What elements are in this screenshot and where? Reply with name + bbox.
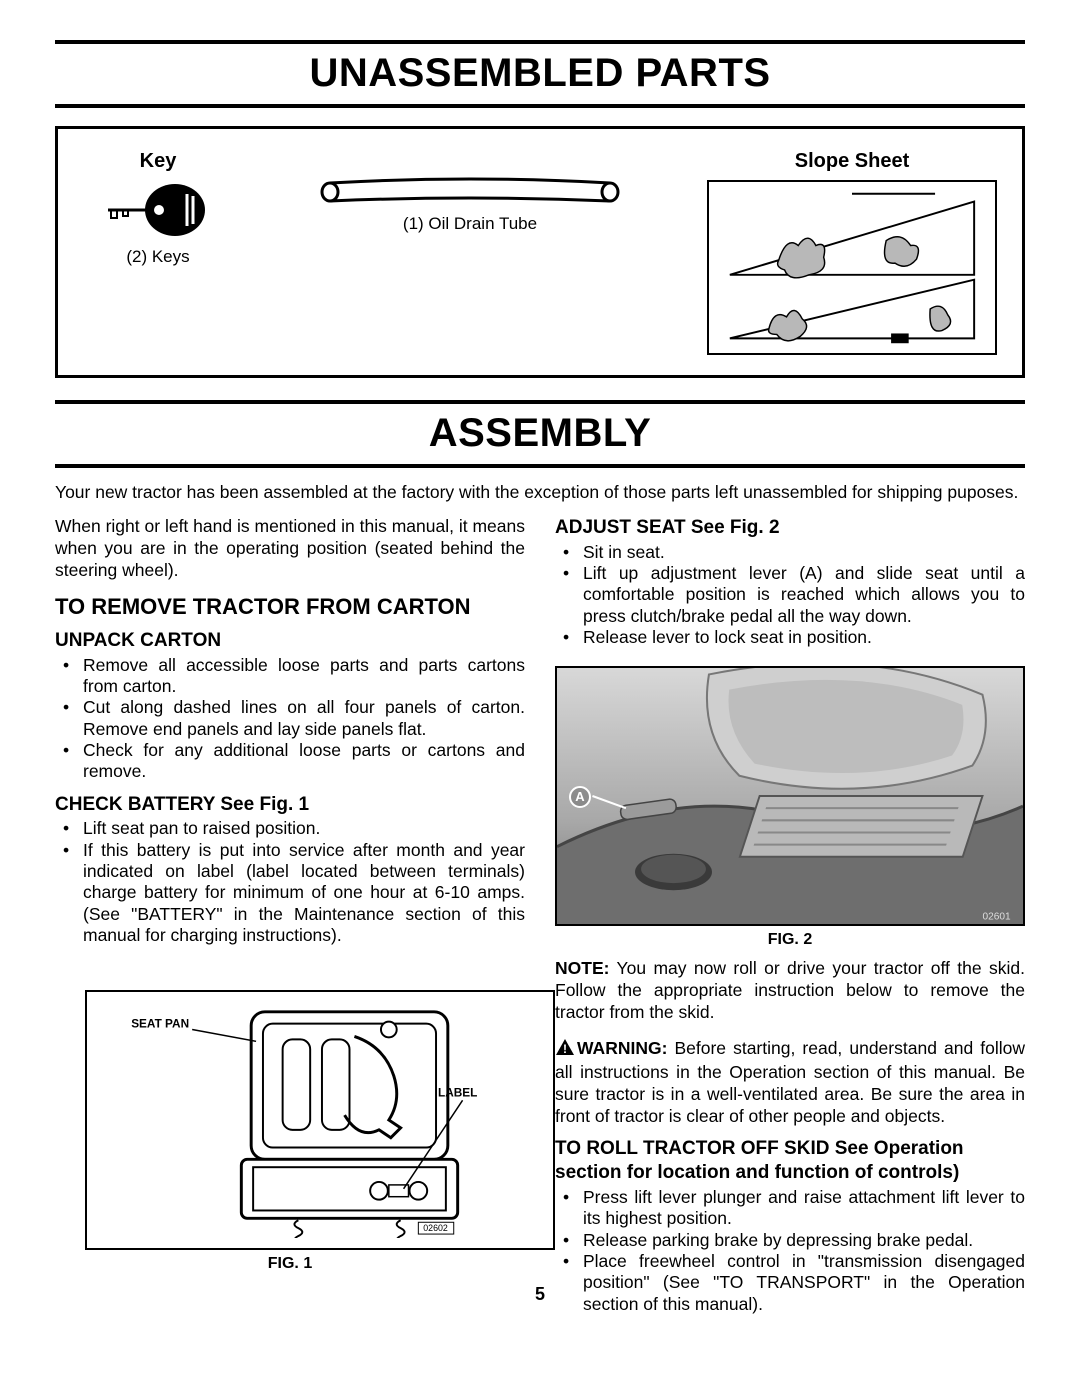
list-item: Release lever to lock seat in position.	[555, 627, 1025, 648]
battery-list: Lift seat pan to raised position. If thi…	[55, 818, 525, 946]
figure-1: SEAT PAN LABEL 02602	[85, 990, 555, 1250]
right-column: ADJUST SEAT See Fig. 2 Sit in seat. Lift…	[555, 516, 1025, 1319]
warning-icon: !	[555, 1038, 575, 1062]
list-item: Sit in seat.	[555, 542, 1025, 563]
heading-remove-tractor: TO REMOVE TRACTOR FROM CARTON	[55, 594, 525, 619]
slope-sheet-diagram	[707, 180, 997, 355]
list-item: Lift seat pan to raised position.	[55, 818, 525, 839]
heading-battery: CHECK BATTERY See Fig. 1	[55, 793, 525, 817]
fig1-code: 02602	[423, 1224, 448, 1234]
list-item: Check for any additional loose parts or …	[55, 740, 525, 783]
key-icon	[103, 180, 213, 240]
list-item: If this battery is put into service afte…	[55, 840, 525, 947]
heading-adjust-seat: ADJUST SEAT See Fig. 2	[555, 516, 1025, 540]
parts-box: Key (2) Keys (1) Oil Drain Tube Slope Sh…	[55, 126, 1025, 378]
fig2-caption: FIG. 2	[555, 930, 1025, 950]
page-number: 5	[535, 1283, 545, 1306]
note-paragraph: NOTE: You may now roll or drive your tra…	[555, 958, 1025, 1024]
hand-note: When right or left hand is mentioned in …	[55, 516, 525, 582]
figure-1-svg: SEAT PAN LABEL 02602	[97, 1002, 543, 1238]
section-title-parts: UNASSEMBLED PARTS	[55, 44, 1025, 104]
two-column-layout: When right or left hand is mentioned in …	[55, 516, 1025, 1319]
rule-under-title2	[55, 464, 1025, 468]
key-label: Key	[140, 149, 177, 174]
list-item: Release parking brake by depressing brak…	[555, 1230, 1025, 1251]
figure-2: 02601 A	[555, 666, 1025, 926]
list-item: Lift up adjustment lever (A) and slide s…	[555, 563, 1025, 627]
tube-label: (1) Oil Drain Tube	[403, 213, 537, 234]
parts-tube-col: (1) Oil Drain Tube	[263, 177, 677, 234]
left-column: When right or left hand is mentioned in …	[55, 516, 525, 1319]
svg-text:!: !	[563, 1042, 567, 1056]
note-text: You may now roll or drive your tractor o…	[555, 958, 1025, 1022]
parts-key-col: Key (2) Keys	[83, 149, 233, 267]
heading-roll-off: TO ROLL TRACTOR OFF SKID See Operation s…	[555, 1137, 1025, 1185]
list-item: Remove all accessible loose parts and pa…	[55, 655, 525, 698]
seat-list: Sit in seat. Lift up adjustment lever (A…	[555, 542, 1025, 649]
heading-unpack: UNPACK CARTON	[55, 629, 525, 653]
list-item: Place freewheel control in "transmission…	[555, 1251, 1025, 1315]
oil-drain-tube-icon	[320, 177, 620, 207]
fig2-code: 02601	[982, 912, 1011, 923]
fig1-caption: FIG. 1	[55, 1254, 525, 1274]
slope-label: Slope Sheet	[795, 149, 909, 174]
section-title-assembly: ASSEMBLY	[55, 404, 1025, 464]
rule-under-title1	[55, 104, 1025, 108]
parts-slope-col: Slope Sheet	[707, 149, 997, 355]
warning-label: WARNING:	[577, 1038, 667, 1058]
fig1-seatpan-label: SEAT PAN	[131, 1017, 189, 1031]
intro-text: Your new tractor has been assembled at t…	[55, 482, 1025, 504]
list-item: Press lift lever plunger and raise attac…	[555, 1187, 1025, 1230]
unpack-list: Remove all accessible loose parts and pa…	[55, 655, 525, 783]
fig1-label-label: LABEL	[438, 1086, 477, 1100]
list-item: Cut along dashed lines on all four panel…	[55, 697, 525, 740]
roll-list: Press lift lever plunger and raise attac…	[555, 1187, 1025, 1315]
warning-paragraph: ! WARNING: Before starting, read, unders…	[555, 1038, 1025, 1128]
note-label: NOTE:	[555, 958, 609, 978]
key-qty: (2) Keys	[126, 246, 189, 267]
figure-2-svg: 02601	[557, 668, 1023, 924]
